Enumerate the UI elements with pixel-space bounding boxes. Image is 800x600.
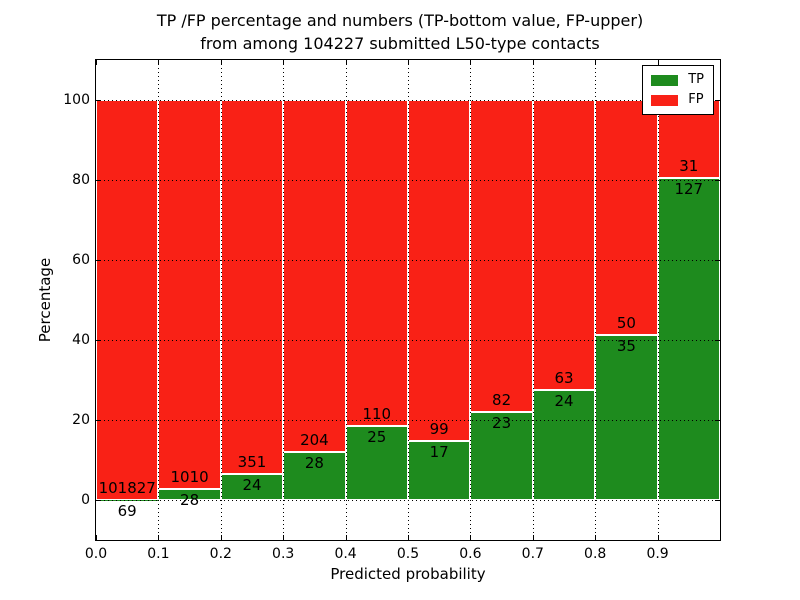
y-axis-label: Percentage xyxy=(36,257,54,343)
bar-fp-segment xyxy=(96,100,159,500)
x-tick-label: 0.1 xyxy=(147,546,170,562)
x-tick-mark xyxy=(220,535,222,540)
x-tick-mark xyxy=(408,535,409,540)
y-tick-label: 0 xyxy=(81,492,90,508)
x-tick-label: 0.2 xyxy=(209,546,232,562)
tp-count-label: 28 xyxy=(180,491,200,510)
x-tick-mark xyxy=(283,60,285,65)
bar-tp-segment xyxy=(220,474,284,500)
x-tick-mark xyxy=(470,535,472,540)
legend-item-tp: TP xyxy=(651,73,704,87)
plot-area: TP FP 101827 69 1010 28 351 24 204 28 110 25 99 17 8… xyxy=(95,59,721,541)
bar-fp-segment xyxy=(158,100,221,490)
x-tick-mark xyxy=(595,60,597,65)
x-tick-mark xyxy=(158,535,160,540)
fp-count-label: 1010 xyxy=(170,468,209,487)
fp-count-label: 82 xyxy=(492,391,512,410)
tp-count-label: 25 xyxy=(367,427,387,446)
x-tick-label: 0.8 xyxy=(584,546,607,562)
fp-count-label: 99 xyxy=(429,420,449,439)
x-tick-label: 0.9 xyxy=(646,546,669,562)
x-tick-label: 0.5 xyxy=(396,546,420,562)
y-tick-label: 100 xyxy=(63,92,90,108)
x-tick-label: 0.4 xyxy=(334,546,357,562)
x-tick-mark xyxy=(345,535,347,540)
legend-label-tp: TP xyxy=(688,72,704,87)
bar-tp-segment xyxy=(283,451,346,500)
legend-item-fp: FP xyxy=(651,93,704,107)
fp-count-label: 101827 xyxy=(98,478,156,497)
bar-fp-segment xyxy=(283,100,346,452)
y-tick-label: 80 xyxy=(72,172,90,188)
x-tick-mark xyxy=(408,60,409,65)
tp-count-label: 24 xyxy=(242,476,262,495)
bar-fp-segment xyxy=(470,100,533,413)
bar-fp-segment xyxy=(532,100,596,390)
fp-count-label: 110 xyxy=(362,404,392,423)
y-tick-label: 20 xyxy=(72,412,90,428)
y-tick-mark xyxy=(715,260,720,261)
y-tick-mark xyxy=(715,420,720,421)
tp-count-label: 24 xyxy=(554,391,574,410)
bar-fp-segment xyxy=(595,100,658,336)
tp-swatch-icon xyxy=(651,74,679,86)
y-tick-mark xyxy=(96,260,101,261)
x-tick-mark xyxy=(96,535,97,540)
y-tick-mark xyxy=(715,500,720,501)
x-tick-mark xyxy=(283,535,285,540)
x-tick-mark xyxy=(345,60,347,65)
tp-count-label: 127 xyxy=(674,180,704,199)
x-tick-mark xyxy=(532,535,534,540)
x-tick-mark xyxy=(96,60,97,65)
y-tick-label: 60 xyxy=(72,252,90,268)
tp-count-label: 28 xyxy=(304,453,324,472)
y-tick-mark xyxy=(96,420,101,421)
fp-swatch-icon xyxy=(651,94,679,106)
tp-count-label: 35 xyxy=(616,337,636,356)
x-tick-mark xyxy=(657,535,659,540)
y-tick-mark xyxy=(96,180,101,181)
x-tick-label: 0.7 xyxy=(521,546,544,562)
fp-count-label: 31 xyxy=(679,157,699,176)
fp-count-label: 351 xyxy=(237,453,267,472)
tp-count-label: 23 xyxy=(492,414,512,433)
bar-tp-segment xyxy=(96,499,159,501)
x-tick-mark xyxy=(532,60,534,65)
tp-count-label: 69 xyxy=(117,501,137,520)
x-tick-label: 0.3 xyxy=(272,546,295,562)
bar-tp-segment xyxy=(595,335,658,500)
chart-title-line2: from among 104227 submitted L50-type con… xyxy=(200,34,600,53)
y-tick-mark xyxy=(96,500,101,501)
x-tick-mark xyxy=(158,60,160,65)
fp-count-label: 63 xyxy=(554,368,574,387)
chart-title-line1: TP /FP percentage and numbers (TP-bottom… xyxy=(156,11,644,30)
x-tick-label: 0.0 xyxy=(84,546,108,562)
y-tick-label: 40 xyxy=(72,332,90,348)
legend-label-fp: FP xyxy=(688,92,704,107)
x-tick-mark xyxy=(595,535,597,540)
x-tick-mark xyxy=(470,60,472,65)
x-tick-label: 0.6 xyxy=(459,546,482,562)
fp-count-label: 204 xyxy=(300,430,329,449)
x-tick-mark xyxy=(220,60,222,65)
legend: TP FP xyxy=(642,65,714,115)
bar-tp-segment xyxy=(345,425,408,500)
tp-count-label: 17 xyxy=(429,443,449,462)
chart-title: TP /FP percentage and numbers (TP-bottom… xyxy=(0,9,800,55)
bar-fp-segment xyxy=(220,100,284,475)
y-tick-mark xyxy=(715,100,720,101)
x-axis-label: Predicted probability xyxy=(330,565,486,583)
y-tick-mark xyxy=(96,100,101,101)
fp-count-label: 50 xyxy=(616,314,636,333)
bar-fp-segment xyxy=(408,100,471,442)
bar-fp-segment xyxy=(345,100,408,426)
y-tick-mark xyxy=(715,340,720,341)
bar-tp-segment xyxy=(657,178,720,500)
y-tick-mark xyxy=(96,340,101,341)
